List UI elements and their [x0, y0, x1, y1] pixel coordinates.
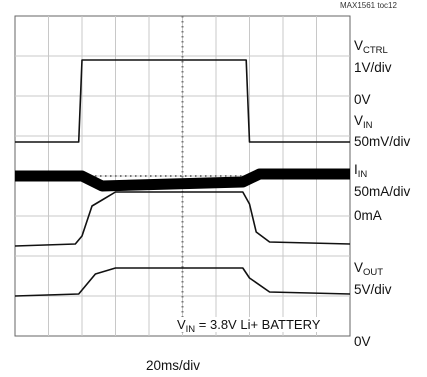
ch2-label: VIN: [354, 113, 373, 131]
ch3-ground: 0mA: [354, 208, 382, 223]
ch4-label: VOUT: [354, 260, 384, 278]
ch4-scale: 5V/div: [354, 282, 392, 297]
x-scale-label: 20ms/div: [146, 358, 201, 373]
figure-tag: MAX1561 toc12: [340, 1, 397, 10]
ch4-ground: 0V: [354, 334, 371, 349]
trace-ch2: [15, 168, 350, 192]
trace-ch4: [14, 267, 351, 297]
trace-ch3: [14, 191, 351, 247]
ch2-scale: 50mV/div: [354, 134, 411, 149]
condition-label: VIN = 3.8V Li+ BATTERY: [174, 317, 324, 335]
ch1-ground: 0V: [354, 92, 371, 107]
ch1-label: VCTRL: [354, 38, 388, 56]
trace-ch1: [15, 59, 350, 143]
ch3-label: IIN: [354, 162, 368, 180]
ch1-scale: 1V/div: [354, 60, 392, 75]
ch3-scale: 50mA/div: [354, 184, 411, 199]
